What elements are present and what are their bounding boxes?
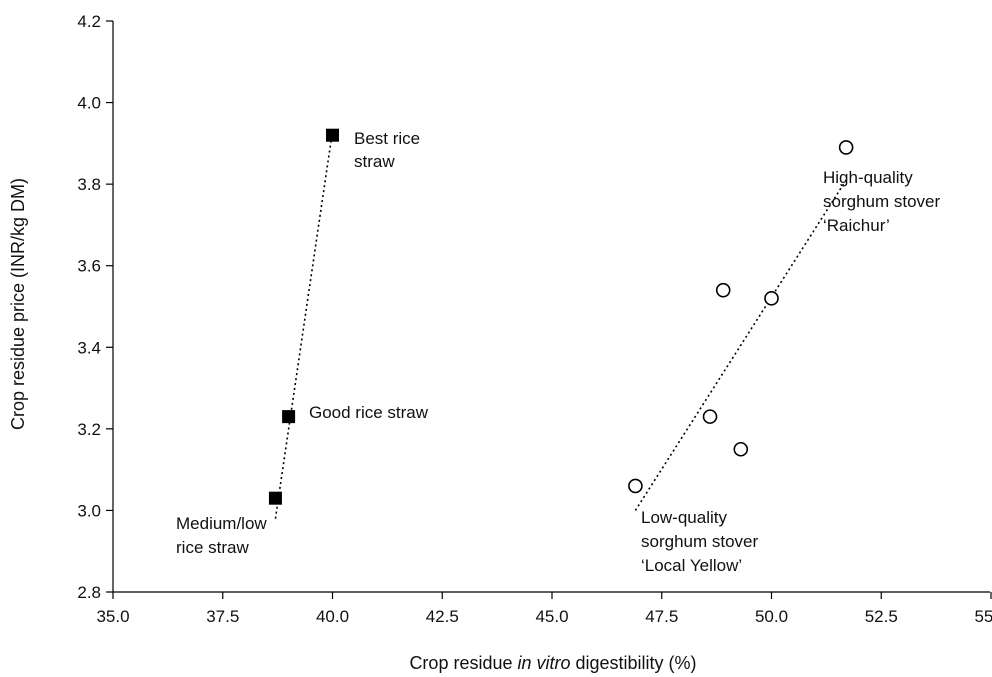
trendlines [274,131,847,519]
y-axis-ticks: 2.8 3.0 3.2 3.4 3.6 3.8 4.0 4.2 [77,12,113,602]
x-tick-label: 50.0 [755,607,788,626]
x-tick-label: 47.5 [645,607,678,626]
annotation-best-rice-line1: Best rice [354,129,420,148]
annotation-good-rice: Good rice straw [309,403,429,422]
sorghum-stover-point [702,409,718,424]
x-tick-label: 35.0 [96,607,129,626]
annotation-low-sorghum-line1: Low-quality [641,508,727,527]
y-tick-label: 3.2 [77,420,101,439]
x-tick-label: 42.5 [426,607,459,626]
axes: 35.0 37.5 40.0 42.5 45.0 47.5 50.0 52.5 55.0 2.8… [77,12,992,626]
x-axis-title: Crop residue in vitro digestibility (%) [409,653,696,673]
x-tick-label: 52.5 [865,607,898,626]
annotation-high-sorghum-line1: High-quality [823,168,913,187]
annotation-high-sorghum-line2: sorghum stover [823,192,940,211]
trendline-rice-straw [274,131,334,519]
y-tick-label: 3.6 [77,257,101,276]
y-tick-label: 3.4 [77,338,101,357]
annotation-low-sorghum-line2: sorghum stover [641,532,758,551]
annotation-best-rice-line2: straw [354,152,395,171]
y-tick-label: 4.0 [77,94,101,113]
x-tick-label: 37.5 [206,607,239,626]
annotation-low-sorghum-line3: ‘Local Yellow’ [641,556,742,575]
x-axis-title-part3: digestibility (%) [571,653,697,673]
rice-straw-point [268,491,282,505]
x-tick-label: 45.0 [535,607,568,626]
annotation-high-sorghum-line3: ‘Raichur’ [823,216,890,235]
x-axis-title-part1: Crop residue [409,653,517,673]
annotation-medium-rice-line1: Medium/low [176,514,267,533]
sorghum-stover-point [628,478,643,494]
x-tick-label: 55.0 [974,607,992,626]
y-tick-label: 4.2 [77,12,101,31]
annotation-medium-rice-line2: rice straw [176,538,249,557]
y-tick-label: 3.0 [77,501,101,520]
trendline-sorghum-stover [634,179,847,511]
x-axis-title-italic: in vitro [518,653,571,673]
x-tick-label: 40.0 [316,607,349,626]
sorghum-stover-point [733,441,749,457]
sorghum-stover-point [838,140,854,155]
y-tick-label: 2.8 [77,583,101,602]
x-axis-ticks: 35.0 37.5 40.0 42.5 45.0 47.5 50.0 52.5 55.0 [96,592,992,626]
sorghum-stover-point [715,282,731,298]
y-axis-title: Crop residue price (INR/kg DM) [8,178,28,430]
rice-straw-point [326,128,339,142]
sorghum-stover-point [764,291,779,306]
y-tick-label: 3.8 [77,175,101,194]
data-points [268,128,854,505]
rice-straw-point [282,410,296,424]
